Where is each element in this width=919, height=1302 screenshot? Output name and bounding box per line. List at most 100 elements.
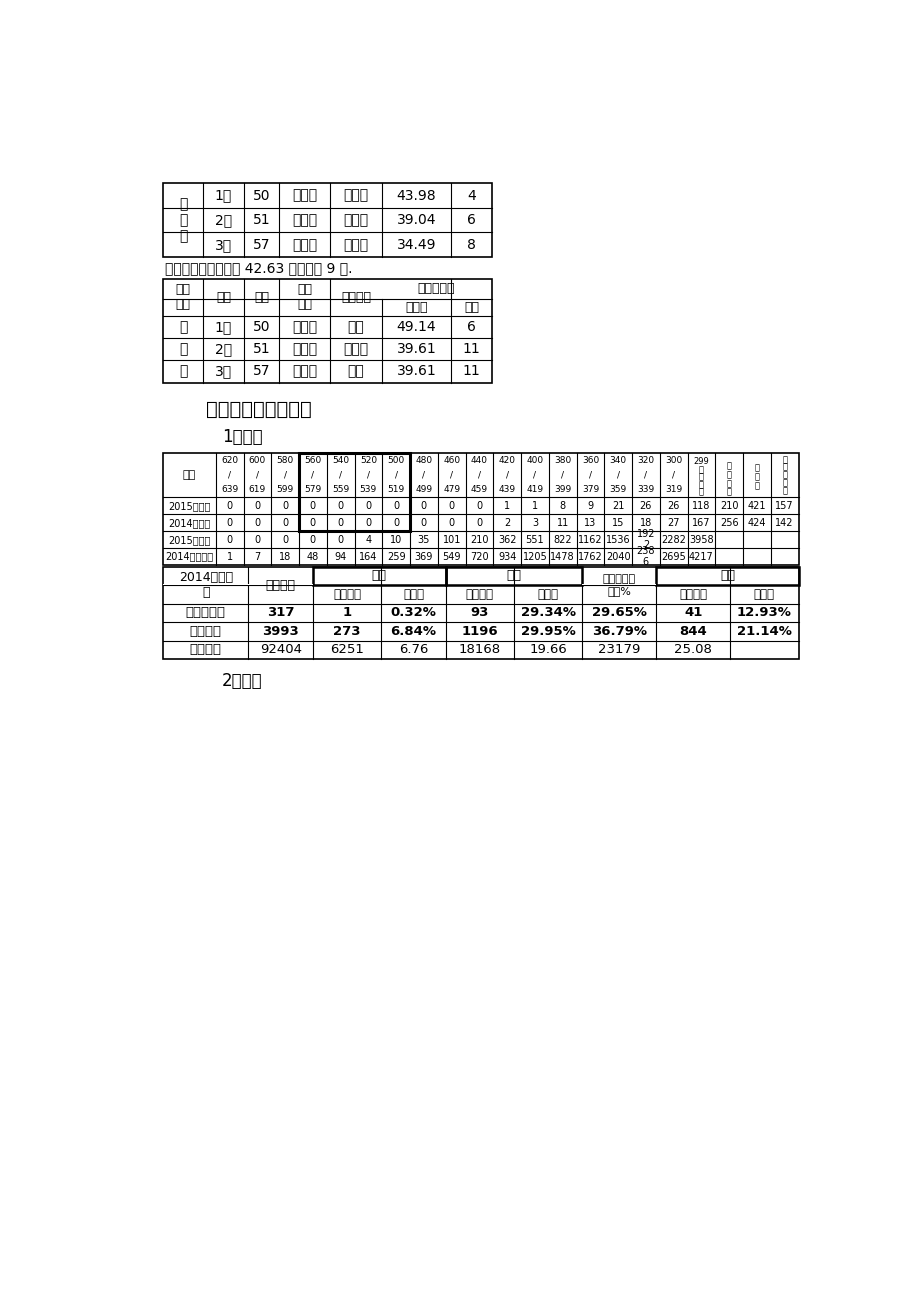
Text: 600: 600 [248,456,266,465]
Text: 考: 考 [781,462,787,471]
Text: 理
科
班: 理 科 班 [179,197,187,243]
Text: 1162: 1162 [577,535,602,544]
Text: /: / [643,470,647,479]
Text: 11: 11 [462,342,480,357]
Text: 50: 50 [253,189,270,203]
Text: 238
6: 238 6 [636,546,654,568]
Text: 29.34%: 29.34% [520,607,575,620]
Text: /: / [533,470,536,479]
Text: 数: 数 [726,487,731,496]
Text: 2014市二中: 2014市二中 [168,518,210,527]
Text: 4217: 4217 [688,552,713,561]
Text: 0: 0 [254,501,260,510]
Text: 6.84%: 6.84% [390,625,436,638]
Text: 499: 499 [414,484,432,493]
Text: 0: 0 [254,535,260,544]
Text: 192
2: 192 2 [636,529,654,551]
Text: /: / [561,470,563,479]
Text: 0: 0 [392,518,399,527]
Text: 620: 620 [221,456,238,465]
Text: 一层次: 一层次 [292,189,317,203]
Text: 学校: 学校 [183,470,196,480]
Text: 2班: 2班 [215,342,232,357]
Text: 数: 数 [698,487,703,496]
Text: 18: 18 [639,518,652,527]
Text: 256: 256 [719,518,738,527]
Text: 11: 11 [462,365,480,379]
Text: 班级
层次: 班级 层次 [297,283,312,311]
Text: 142: 142 [775,518,793,527]
Text: 1班: 1班 [215,189,232,203]
Text: 最: 最 [754,464,758,473]
Text: 164: 164 [358,552,377,561]
Text: 李家菊: 李家菊 [343,238,369,251]
Text: 人: 人 [726,479,731,488]
Text: 1、文科: 1、文科 [221,428,262,447]
Text: 实: 实 [781,454,787,464]
Bar [299,453,410,531]
Text: 619: 619 [248,484,266,493]
Text: 549: 549 [442,552,460,561]
Text: 15: 15 [611,518,624,527]
Text: 6: 6 [467,320,475,333]
Text: 高: 高 [754,473,758,482]
Text: 0: 0 [310,535,315,544]
Text: 任课教师: 任课教师 [341,290,370,303]
Text: 400: 400 [526,456,543,465]
Text: 29.95%: 29.95% [520,625,575,638]
Text: 440: 440 [471,456,487,465]
Text: 1205: 1205 [522,552,547,561]
Text: 平均分: 平均分 [404,301,427,314]
Text: 临沧市二中: 临沧市二中 [186,607,225,620]
Text: 3班: 3班 [215,238,232,251]
Text: 全市合计: 全市合计 [189,625,221,638]
Text: /: / [367,470,369,479]
Text: 分: 分 [698,465,703,474]
Text: 2: 2 [504,518,510,527]
Text: 3993: 3993 [262,625,299,638]
Text: 4: 4 [365,535,371,544]
Text: 二层次: 二层次 [292,365,317,379]
Text: 二层次: 二层次 [292,238,317,251]
Text: 540: 540 [332,456,349,465]
Bar [163,279,491,383]
Text: 0: 0 [365,501,371,510]
Text: 599: 599 [277,484,293,493]
Text: 付巧华: 付巧华 [343,214,369,227]
Text: 实: 实 [726,462,731,470]
Text: 822: 822 [552,535,572,544]
Text: 0: 0 [420,501,426,510]
Text: 39.61: 39.61 [396,342,436,357]
Text: 317: 317 [267,607,294,620]
Text: 369: 369 [414,552,433,561]
Text: 34.49: 34.49 [396,238,436,251]
Bar [163,184,491,256]
Text: 0: 0 [420,518,426,527]
Text: 421: 421 [747,501,766,510]
Text: 2、理科: 2、理科 [221,672,262,690]
Text: /: / [339,470,342,479]
Text: 陶舒: 陶舒 [347,365,364,379]
Text: 1196: 1196 [461,625,497,638]
Text: 419: 419 [526,484,543,493]
Text: 4: 4 [467,189,475,203]
Text: 0: 0 [476,501,482,510]
Text: 3958: 3958 [688,535,713,544]
Text: 420: 420 [498,456,515,465]
Text: 1: 1 [504,501,510,510]
Text: 51: 51 [253,342,270,357]
Text: 2282: 2282 [661,535,686,544]
Text: 人数: 人数 [254,290,268,303]
Text: 49.14: 49.14 [396,320,436,333]
Text: 0: 0 [337,518,344,527]
Text: 39.61: 39.61 [396,365,436,379]
Text: 2班: 2班 [215,214,232,227]
Text: 1762: 1762 [577,552,602,561]
Text: 300: 300 [664,456,682,465]
Text: 班: 班 [179,365,187,379]
Text: 844: 844 [678,625,707,638]
Text: 26: 26 [639,501,652,510]
Text: 36.79%: 36.79% [591,625,646,638]
Text: 580: 580 [277,456,293,465]
Text: 二层次: 二层次 [292,342,317,357]
